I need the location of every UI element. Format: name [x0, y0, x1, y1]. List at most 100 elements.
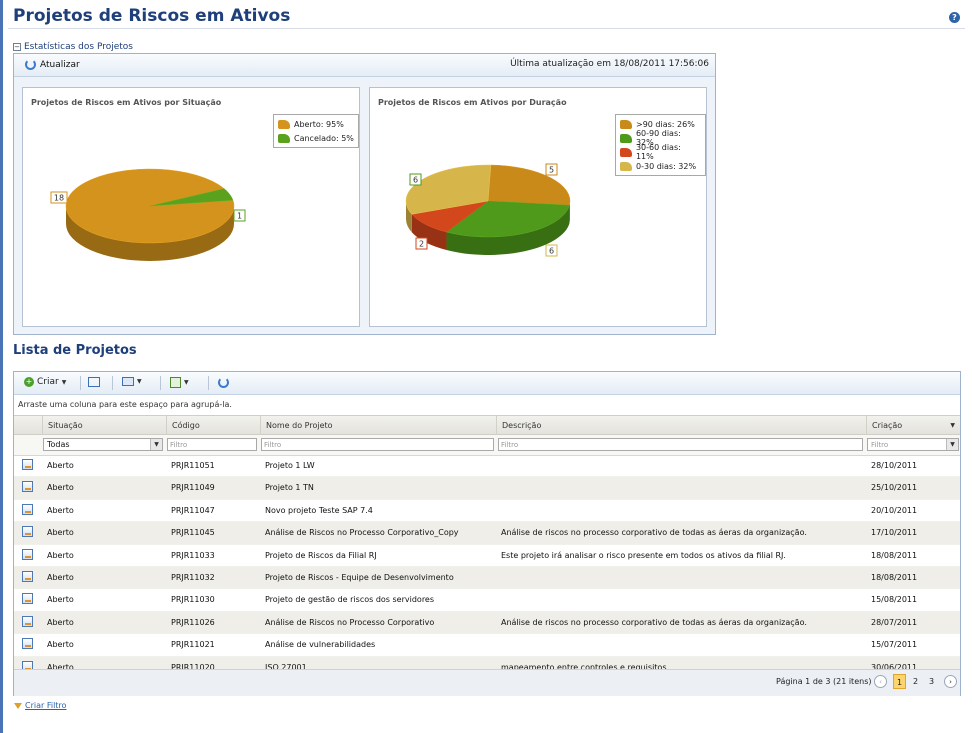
left-accent-bar	[0, 0, 3, 733]
title-divider	[8, 28, 965, 29]
column-header-descricao[interactable]: Descrição	[496, 416, 866, 435]
create-button[interactable]: + Criar ▼	[24, 377, 66, 387]
view-options-button[interactable]: ▼	[122, 377, 142, 386]
legend-item: Aberto: 95%	[278, 117, 354, 131]
pie-slice[interactable]	[445, 200, 570, 238]
cell-situacao: Aberto	[47, 662, 74, 672]
chart-title: Projetos de Riscos em Ativos por Duração	[378, 98, 567, 107]
data-label: 5	[545, 163, 558, 176]
cell-criacao: 18/08/2011	[871, 550, 918, 560]
chart-legend: >90 dias: 26% 60-90 dias: 32% 30-60 dias…	[615, 114, 706, 176]
cell-codigo: PRJR11020	[171, 662, 215, 672]
grid-refresh-button[interactable]	[218, 377, 229, 388]
cell-codigo: PRJR11032	[171, 572, 215, 582]
cell-codigo: PRJR11033	[171, 550, 215, 560]
next-page-button[interactable]: ›	[944, 675, 957, 688]
table-row[interactable]: Aberto PRJR11045 Análise de Riscos no Proc…	[14, 522, 960, 545]
refresh-icon	[25, 59, 36, 70]
cell-codigo: PRJR11021	[171, 640, 215, 650]
nome-filter-input[interactable]: Filtro	[261, 438, 494, 451]
refresh-label: Atualizar	[40, 59, 80, 70]
chevron-down-icon[interactable]: ▼	[946, 439, 958, 450]
edit-project-icon[interactable]	[22, 615, 33, 627]
svg-text:2: 2	[419, 240, 424, 249]
cell-criacao: 28/07/2011	[871, 617, 918, 627]
legend-item: >90 dias: 26%	[620, 117, 701, 131]
list-title: Lista de Projetos	[13, 343, 137, 358]
page-button-3[interactable]: 3	[928, 677, 935, 686]
edit-project-icon[interactable]	[22, 459, 33, 470]
edit-project-icon[interactable]	[22, 503, 33, 515]
table-row[interactable]: Aberto PRJR11051 Projeto 1 LW 28/10/2011	[14, 455, 960, 478]
cell-situacao: Aberto	[47, 528, 74, 538]
cell-situacao: Aberto	[47, 572, 74, 582]
pie-chart-situacao: 18 1	[50, 168, 246, 261]
edit-project-icon[interactable]	[22, 638, 33, 650]
pie-slice-side	[411, 214, 447, 251]
column-header-situacao[interactable]: Situação	[42, 416, 166, 435]
cell-criacao: 17/10/2011	[871, 528, 918, 538]
legend-label: 30-60 dias: 11%	[635, 143, 681, 161]
table-row[interactable]: Aberto PRJR11026 Análise de Riscos no Proc…	[14, 611, 960, 635]
cell-criacao: 30/06/2011	[871, 662, 918, 672]
refresh-button[interactable]: Atualizar	[25, 59, 80, 70]
table-row[interactable]: Aberto PRJR11030 Projeto de gestão de risc…	[14, 589, 960, 612]
cell-criacao: 25/10/2011	[871, 483, 918, 493]
pie-slice-side	[406, 201, 412, 233]
page-button-2[interactable]: 2	[912, 677, 919, 686]
situacao-filter-select[interactable]: Todas ▼	[43, 438, 163, 451]
export-icon	[170, 377, 181, 388]
prev-page-button[interactable]: ‹	[874, 675, 887, 688]
chevron-down-icon[interactable]: ▼	[150, 439, 162, 450]
help-icon[interactable]: ?	[949, 12, 960, 23]
toolbar-separator	[160, 376, 161, 390]
page-button-1[interactable]: 1	[893, 674, 906, 689]
sort-desc-icon: ▼	[950, 422, 955, 429]
cell-descricao: Análise de riscos no processo corporativ…	[501, 528, 807, 538]
toolbar-separator	[112, 376, 113, 390]
group-by-area[interactable]: Arraste uma coluna para este espaço para…	[18, 400, 232, 409]
export-button[interactable]: ▼	[170, 377, 189, 388]
edit-project-icon[interactable]	[22, 481, 33, 493]
column-header-nome[interactable]: Nome do Projeto	[260, 416, 496, 435]
last-update-text: Última atualização em 18/08/2011 17:56:0…	[510, 59, 709, 69]
pie-chart-duracao: 5 6 2 6	[405, 163, 571, 257]
edit-project-icon[interactable]	[22, 526, 33, 538]
table-row[interactable]: Aberto PRJR11033 Projeto de Riscos da Fili…	[14, 545, 960, 567]
legend-label: >90 dias: 26%	[636, 119, 695, 129]
cell-descricao: Análise de riscos no processo corporativ…	[501, 617, 807, 627]
dropdown-caret-icon: ▼	[137, 378, 142, 385]
pie-slice[interactable]	[149, 188, 234, 207]
svg-text:18: 18	[54, 194, 64, 203]
section-label-statistics[interactable]: Estatísticas dos Projetos	[24, 42, 133, 52]
statistics-toolbar: Atualizar Última atualização em 18/08/20…	[14, 54, 715, 77]
edit-project-icon[interactable]	[22, 570, 33, 582]
cell-situacao: Aberto	[47, 595, 74, 605]
legend-swatch	[620, 147, 632, 157]
pager-info: Página 1 de 3 (21 itens)	[776, 677, 872, 686]
chart-panel-situacao: Projetos de Riscos em Ativos por Situaçã…	[22, 87, 360, 327]
icon-column-header	[14, 416, 42, 435]
page-title: Projetos de Riscos em Ativos	[13, 6, 291, 26]
pie-slice-side	[446, 205, 570, 255]
legend-label: Aberto: 95%	[294, 119, 344, 129]
edit-project-icon[interactable]	[22, 593, 33, 605]
table-row[interactable]: Aberto PRJR11047 Novo projeto Teste SAP 7.…	[14, 500, 960, 523]
column-header-criacao[interactable]: Criação ▼	[866, 416, 960, 435]
hierarchy-button[interactable]	[88, 377, 100, 387]
descricao-filter-input[interactable]: Filtro	[498, 438, 863, 451]
create-label: Criar	[37, 377, 59, 387]
legend-label: 60-90 dias: 32%	[635, 129, 681, 147]
legend-item: Cancelado: 5%	[278, 131, 354, 145]
table-row[interactable]: Aberto PRJR11021 Análise de vulnerabilidad…	[14, 634, 960, 657]
column-header-codigo[interactable]: Código	[166, 416, 260, 435]
criacao-filter-input[interactable]: Filtro ▼	[867, 438, 959, 451]
pie-slice[interactable]	[487, 164, 571, 206]
cell-criacao: 18/08/2011	[871, 572, 918, 582]
edit-project-icon[interactable]	[22, 548, 33, 560]
table-row[interactable]: Aberto PRJR11032 Projeto de Riscos - Equip…	[14, 566, 960, 590]
codigo-filter-input[interactable]: Filtro	[167, 438, 257, 451]
create-filter-link[interactable]: Criar Filtro	[14, 701, 66, 710]
collapse-toggle-icon[interactable]: −	[13, 43, 21, 51]
table-row[interactable]: Aberto PRJR11049 Projeto 1 TN 25/10/2011	[14, 477, 960, 500]
